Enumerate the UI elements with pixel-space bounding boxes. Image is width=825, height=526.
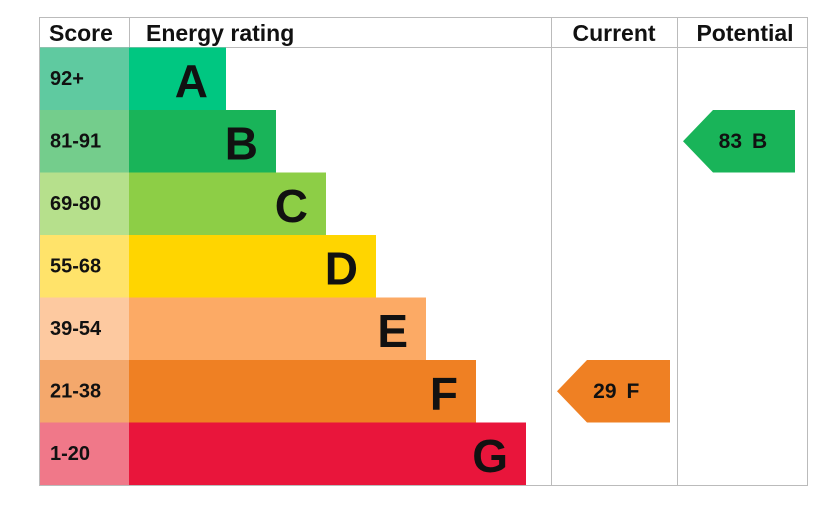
- column-header: Energy rating: [146, 20, 294, 46]
- band-bar: [129, 297, 426, 360]
- band-bar: [129, 110, 276, 173]
- band-letter: A: [175, 55, 208, 107]
- band-letter: F: [430, 367, 458, 419]
- band-bar: [129, 47, 226, 110]
- band-letter: E: [377, 305, 408, 357]
- score-range: 21-38: [50, 380, 101, 402]
- score-range: 81-91: [50, 130, 101, 152]
- band-letter: C: [275, 180, 308, 232]
- column-header: Potential: [696, 20, 793, 46]
- band-bar: [129, 235, 376, 298]
- score-range: 92+: [50, 68, 84, 90]
- score-range: 55-68: [50, 255, 101, 277]
- score-cell: [40, 360, 129, 423]
- score-range: 69-80: [50, 193, 101, 215]
- score-cell: [40, 110, 129, 173]
- score-cell: [40, 297, 129, 360]
- current-value: 29: [593, 380, 616, 403]
- score-range: 1-20: [50, 443, 90, 465]
- score-cell: [40, 235, 129, 298]
- potential-value: 83: [719, 130, 742, 153]
- band-bar: [129, 360, 476, 423]
- frame: [39, 17, 808, 486]
- column-header: Score: [49, 20, 113, 46]
- band-bar: [129, 172, 326, 235]
- current-arrow: [557, 360, 670, 423]
- score-cell: [40, 172, 129, 235]
- potential-arrow: [683, 110, 795, 173]
- band-letter: B: [225, 117, 258, 169]
- current-letter: F: [627, 380, 640, 403]
- potential-letter: B: [752, 130, 767, 153]
- band-letter: D: [325, 242, 358, 294]
- score-range: 39-54: [50, 318, 102, 340]
- column-header: Current: [572, 20, 655, 46]
- score-cell: [40, 422, 129, 485]
- band-bar: [129, 422, 526, 485]
- score-cell: [40, 47, 129, 110]
- band-letter: G: [472, 430, 508, 482]
